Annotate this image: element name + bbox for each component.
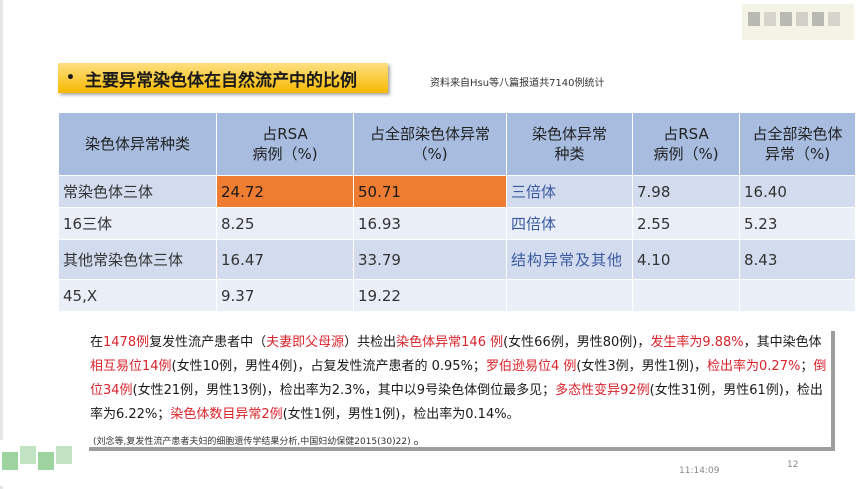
table-header-cell: 染色体异常种类 bbox=[58, 112, 217, 176]
table-cell: 四倍体 bbox=[506, 207, 633, 240]
chromosome-table: 染色体异常种类 占RSA 病例（%) 占全部染色体异常 （%) 染色体异常 种类 占R… bbox=[58, 112, 856, 312]
summary-highlight: 染色体数目异常2例 bbox=[170, 407, 283, 422]
blurred-watermark-bottom-left bbox=[0, 440, 82, 486]
table-header-cell: 占RSA 病例（%) bbox=[216, 112, 354, 176]
summary-highlight: 相互易位14例 bbox=[90, 359, 172, 374]
table-cell: 常染色体三体 bbox=[58, 175, 217, 208]
table-cell: 8.25 bbox=[216, 207, 354, 240]
bullet-icon: • bbox=[66, 70, 75, 86]
citation-text: (刘念等,复发性流产患者夫妇的细胞遗传学结果分析,中国妇幼保健2015(30)2… bbox=[93, 437, 411, 447]
summary-box: 在1478例复发性流产患者中（夫妻即父母源）共检出染色体异常146 例(女性66… bbox=[85, 327, 831, 448]
table-cell: 16三体 bbox=[58, 207, 217, 240]
summary-highlight: 夫妻即父母源 bbox=[266, 335, 345, 350]
summary-segment: (女性21例，男性13例)，检出率为2.3%，其中以9号染色体倒位最多见； bbox=[132, 383, 556, 398]
summary-paragraph: 在1478例复发性流产患者中（夫妻即父母源）共检出染色体异常146 例(女性66… bbox=[90, 331, 830, 427]
summary-highlight: 检出率为0.27% bbox=[707, 359, 801, 374]
table-row: 16三体 8.25 16.93 四倍体 2.55 5.23 bbox=[58, 207, 856, 240]
table-cell-highlighted: 50.71 bbox=[353, 175, 507, 208]
table-cell: 45,X bbox=[58, 279, 217, 312]
table-cell: 5.23 bbox=[739, 207, 856, 240]
slide-page-number: 12 bbox=[787, 460, 799, 470]
table-cell: 结构异常及其他 bbox=[506, 239, 633, 280]
table-cell: 16.40 bbox=[739, 175, 856, 208]
table-row: 45,X 9.37 19.22 bbox=[58, 279, 856, 312]
citation-end: 。 bbox=[413, 433, 427, 448]
table-cell: 19.22 bbox=[353, 279, 507, 312]
summary-highlight: 染色体异常146 例 bbox=[396, 335, 504, 350]
table-header-cell: 占RSA 病例（%) bbox=[632, 112, 740, 176]
table-header-cell: 占全部染色体异常（%) bbox=[353, 112, 507, 176]
table-cell bbox=[632, 279, 740, 312]
summary-segment: (女性3例，男性1例)， bbox=[576, 359, 708, 374]
summary-highlight: 多态性变异92例 bbox=[555, 383, 650, 398]
table-row: 其他常染色体三体 16.47 33.79 结构异常及其他 4.10 8.43 bbox=[58, 239, 856, 280]
summary-highlight: 1478例 bbox=[103, 335, 150, 350]
table-header-cell: 占全部染色体异常（%) bbox=[739, 112, 856, 176]
summary-segment: 复发性流产患者中（ bbox=[149, 335, 267, 350]
table-row: 常染色体三体 24.72 50.71 三倍体 7.98 16.40 bbox=[58, 175, 856, 208]
table-cell: 16.93 bbox=[353, 207, 507, 240]
slide-timestamp: 11:14:09 bbox=[679, 466, 720, 476]
table-cell: 9.37 bbox=[216, 279, 354, 312]
citation: (刘念等,复发性流产患者夫妇的细胞遗传学结果分析,中国妇幼保健2015(30)2… bbox=[93, 429, 426, 448]
summary-segment: (女性66例，男性80例)， bbox=[503, 335, 651, 350]
table-cell: 8.43 bbox=[739, 239, 856, 280]
table-cell: 4.10 bbox=[632, 239, 740, 280]
summary-highlight: 罗伯逊易位4 例 bbox=[485, 359, 577, 374]
table-cell bbox=[506, 279, 633, 312]
table-cell: 7.98 bbox=[632, 175, 740, 208]
table-cell: 33.79 bbox=[353, 239, 507, 280]
summary-segment: ； bbox=[800, 359, 814, 374]
summary-highlight: 倒位34例 bbox=[90, 359, 827, 398]
table-cell bbox=[739, 279, 856, 312]
table-header-cell: 染色体异常种类 bbox=[506, 112, 633, 176]
summary-segment: 在 bbox=[90, 335, 104, 350]
slide-title-banner: • 主要异常染色体在自然流产中的比例 bbox=[58, 63, 388, 93]
table-cell: 其他常染色体三体 bbox=[58, 239, 217, 280]
summary-highlight: 发生率为9.88% bbox=[650, 335, 744, 350]
slide-left-edge bbox=[0, 0, 3, 489]
source-note: 资料来自Hsu等八篇报道共7140例统计 bbox=[430, 78, 605, 89]
summary-segment: ）共检出 bbox=[344, 335, 397, 350]
table-header-row: 染色体异常种类 占RSA 病例（%) 占全部染色体异常 （%) 染色体异常 种类 占R… bbox=[58, 112, 856, 176]
slide-title: 主要异常染色体在自然流产中的比例 bbox=[84, 70, 357, 91]
table-cell: 三倍体 bbox=[506, 175, 633, 208]
table-cell-highlighted: 24.72 bbox=[216, 175, 354, 208]
table-cell: 16.47 bbox=[216, 239, 354, 280]
summary-segment: (女性10例，男性4例)，占复发性流产患者的 0.95%； bbox=[171, 359, 486, 374]
summary-segment: (女性1例，男性1例)，检出率为0.14%。 bbox=[282, 407, 520, 422]
table-cell: 2.55 bbox=[632, 207, 740, 240]
blurred-watermark-top-right bbox=[742, 4, 854, 40]
summary-segment: (女性31例，男性61例)，检出率为6.22%； bbox=[90, 383, 823, 422]
summary-segment: ，其中染色体 bbox=[743, 335, 822, 350]
